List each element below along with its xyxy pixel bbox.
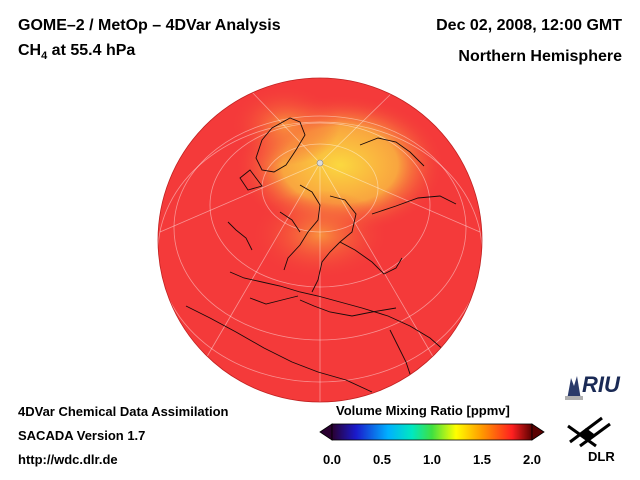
colorbar xyxy=(319,423,545,441)
dlr-logo-text: DLR xyxy=(588,449,615,464)
region-label: Northern Hemisphere xyxy=(458,48,622,65)
footer-version: SACADA Version 1.7 xyxy=(18,428,146,443)
colorbar-tick: 0.5 xyxy=(372,452,392,467)
analysis-datetime: Dec 02, 2008, 12:00 GMT xyxy=(436,17,622,34)
graticule xyxy=(158,89,482,402)
species-level-label: CH4 at 55.4 hPa xyxy=(18,42,135,62)
colorbar-tick: 1.5 xyxy=(472,452,492,467)
riu-logo-text: RIU xyxy=(582,372,620,397)
north-pole-marker xyxy=(316,159,324,167)
colorbar-tick: 2.0 xyxy=(522,452,542,467)
colorbar-arrow-left xyxy=(319,423,333,441)
species-subscript: 4 xyxy=(41,50,48,63)
pressure-level: at 55.4 hPa xyxy=(47,42,136,59)
footer-url[interactable]: http://wdc.dlr.de xyxy=(18,452,118,467)
riu-logo-icon xyxy=(565,376,583,400)
coastlines xyxy=(185,117,457,393)
colorbar-tick: 0.0 xyxy=(322,452,342,467)
species-name: CH xyxy=(18,42,42,59)
footer-method: 4DVar Chemical Data Assimilation xyxy=(18,404,229,419)
colorbar-title: Volume Mixing Ratio [ppmv] xyxy=(336,403,510,418)
colorbar-tick: 1.0 xyxy=(422,452,442,467)
colorbar-arrow-right xyxy=(531,423,545,441)
map-title: GOME–2 / MetOp – 4DVar Analysis xyxy=(18,17,281,34)
dlr-logo-icon xyxy=(567,416,611,448)
colorbar-gradient xyxy=(331,423,533,441)
high-ch4-region-west xyxy=(230,85,340,165)
